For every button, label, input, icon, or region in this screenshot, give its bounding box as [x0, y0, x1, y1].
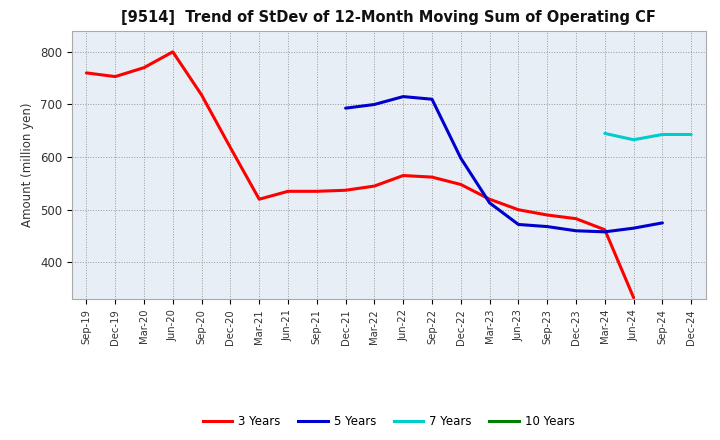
Y-axis label: Amount (million yen): Amount (million yen)	[22, 103, 35, 227]
Legend: 3 Years, 5 Years, 7 Years, 10 Years: 3 Years, 5 Years, 7 Years, 10 Years	[198, 411, 580, 433]
Title: [9514]  Trend of StDev of 12-Month Moving Sum of Operating CF: [9514] Trend of StDev of 12-Month Moving…	[122, 11, 656, 26]
